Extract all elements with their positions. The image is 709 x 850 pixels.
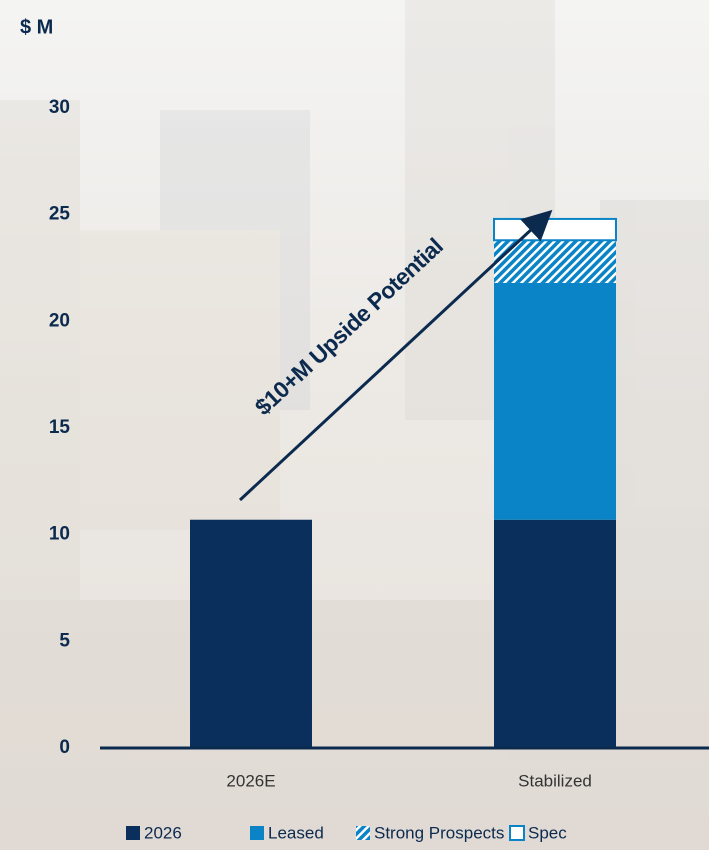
y-tick-label: 15 <box>49 417 71 438</box>
legend-label: Leased <box>268 823 324 842</box>
y-tick-label: 30 <box>49 97 70 118</box>
y-tick-label: 5 <box>59 630 70 651</box>
y-tick-label: 0 <box>59 737 70 758</box>
legend-label: 2026 <box>144 823 182 842</box>
legend-swatch <box>250 826 264 840</box>
y-tick-label: 25 <box>49 204 71 225</box>
legend-label: Spec <box>528 823 567 842</box>
legend-swatch <box>356 826 370 840</box>
bar-segment <box>493 217 617 242</box>
x-tick-label: Stabilized <box>518 771 592 790</box>
legend-label: Strong Prospects <box>374 823 504 842</box>
x-tick-label: 2026E <box>226 771 275 790</box>
bar-segment <box>494 282 616 520</box>
y-axis-label: $ M <box>20 16 53 38</box>
bar-segment <box>190 519 312 748</box>
legend-swatch <box>126 826 140 840</box>
y-tick-label: 10 <box>49 524 70 545</box>
bar-segment <box>494 240 616 283</box>
legend-swatch <box>509 825 525 841</box>
bar-segment <box>494 519 616 748</box>
y-tick-label: 20 <box>49 310 70 331</box>
arrow <box>238 209 553 502</box>
